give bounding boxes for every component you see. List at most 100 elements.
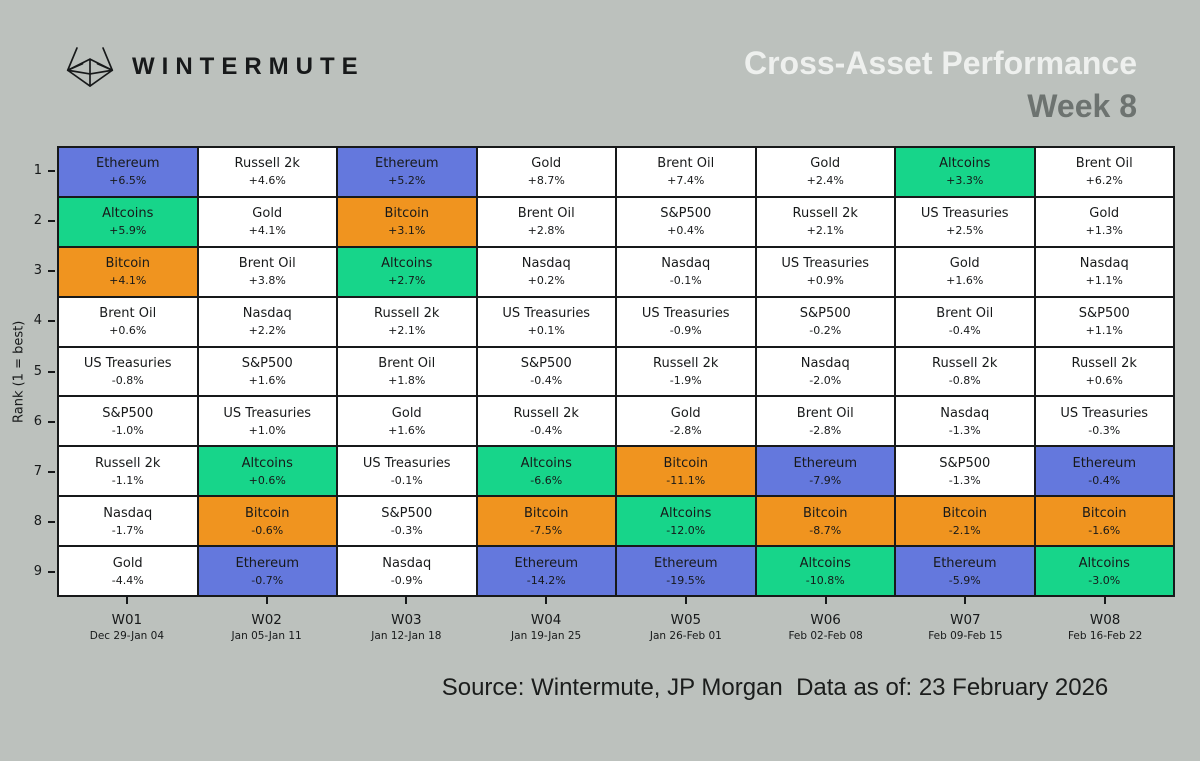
wintermute-fox-icon (64, 46, 116, 88)
asset-return: +1.6% (388, 423, 426, 437)
week-date-range: Jan 05-Jan 11 (231, 630, 302, 642)
grid-cell-rank4-w02: Nasdaq +2.2% (198, 297, 336, 346)
asset-return: +0.2% (527, 274, 565, 288)
asset-return: -7.5% (530, 523, 563, 537)
asset-name: Altcoins (799, 555, 851, 571)
week-number: W05 (670, 612, 702, 628)
grid-cell-rank3-w02: Brent Oil +3.8% (198, 247, 336, 296)
week-tick (125, 597, 128, 604)
grid-cell-rank2-w04: Brent Oil +2.8% (477, 197, 615, 246)
asset-return: +0.4% (667, 224, 705, 238)
grid-cell-rank5-w01: US Treasuries -0.8% (59, 347, 197, 396)
asset-return: +2.1% (806, 224, 844, 238)
grid-cell-rank5-w08: Russell 2k +0.6% (1035, 347, 1173, 396)
asset-return: -0.4% (948, 324, 981, 338)
asset-return: +0.6% (1085, 373, 1123, 387)
asset-return: -0.1% (390, 473, 423, 487)
asset-name: Russell 2k (792, 206, 858, 222)
asset-name: Altcoins (1078, 555, 1130, 571)
grid-cell-rank2-w06: Russell 2k +2.1% (756, 197, 894, 246)
asset-return: -0.8% (948, 373, 981, 387)
week-tick (1104, 597, 1107, 604)
grid-cell-rank4-w07: Brent Oil -0.4% (896, 297, 1034, 346)
week-label: W02 Jan 05-Jan 11 (197, 612, 337, 644)
asset-return: -2.0% (809, 373, 842, 387)
asset-name: Brent Oil (796, 405, 854, 421)
grid-cell-rank8-w06: Bitcoin -8.7% (756, 497, 894, 546)
title-block: Cross-Asset Performance Week 8 (744, 42, 1137, 128)
week-number: W07 (950, 612, 981, 628)
grid-cell-rank2-w01: Altcoins +5.9% (59, 197, 197, 246)
wintermute-logo-text: WINTERMUTE (132, 53, 365, 80)
grid-cell-rank7-w01: Russell 2k -1.1% (59, 447, 197, 496)
week-date-range: Dec 29-Jan 04 (89, 630, 165, 642)
grid-cell-rank5-w07: Russell 2k -0.8% (896, 347, 1034, 396)
asset-name: Russell 2k (1071, 355, 1137, 371)
asset-name: Gold (112, 555, 143, 571)
asset-return: -19.5% (666, 573, 706, 587)
grid-cell-rank3-w08: Nasdaq +1.1% (1035, 247, 1173, 296)
asset-return: +1.8% (388, 373, 426, 387)
week-date-range: Feb 02-Feb 08 (788, 630, 863, 642)
asset-return: +0.9% (806, 274, 844, 288)
asset-return: +1.1% (1085, 324, 1123, 338)
grid-cell-rank9-w04: Ethereum -14.2% (477, 547, 615, 595)
asset-return: +3.1% (388, 224, 426, 238)
asset-name: Brent Oil (238, 256, 296, 272)
asset-name: Nasdaq (521, 256, 571, 272)
asset-return: +4.6% (248, 174, 286, 188)
asset-return: +2.8% (527, 224, 565, 238)
week-label: W07 Feb 09-Feb 15 (895, 612, 1035, 644)
asset-name: S&P500 (381, 505, 433, 521)
grid-cell-rank8-w05: Altcoins -12.0% (617, 497, 755, 546)
asset-return: +2.1% (388, 324, 426, 338)
asset-name: Brent Oil (1075, 156, 1133, 172)
grid-cell-rank3-w06: US Treasuries +0.9% (756, 247, 894, 296)
grid-cell-rank1-w03: Ethereum +5.2% (338, 148, 476, 196)
source-note: Source: Wintermute, JP Morgan Data as of… (441, 674, 1109, 701)
asset-name: Altcoins (939, 156, 991, 172)
asset-name: Gold (531, 156, 562, 172)
grid-cell-rank4-w05: US Treasuries -0.9% (617, 297, 755, 346)
asset-return: -12.0% (666, 523, 706, 537)
grid-cell-rank7-w05: Bitcoin -11.1% (617, 447, 755, 496)
asset-name: Altcoins (381, 256, 433, 272)
asset-name: Nasdaq (242, 306, 292, 322)
asset-name: Bitcoin (942, 505, 988, 521)
asset-name: Ethereum (653, 555, 718, 571)
week-number: W06 (810, 612, 841, 628)
asset-name: US Treasuries (362, 455, 451, 471)
asset-name: Russell 2k (653, 355, 719, 371)
asset-return: +2.5% (946, 224, 984, 238)
grid-cell-rank3-w07: Gold +1.6% (896, 247, 1034, 296)
asset-return: -8.7% (809, 523, 842, 537)
asset-return: -11.1% (666, 473, 706, 487)
week-number: W03 (391, 612, 422, 628)
rank-tick (48, 220, 55, 223)
grid-cell-rank2-w05: S&P500 +0.4% (617, 197, 755, 246)
grid-cell-rank6-w02: US Treasuries +1.0% (198, 397, 336, 446)
asset-name: Gold (1089, 206, 1120, 222)
grid-cell-rank4-w06: S&P500 -0.2% (756, 297, 894, 346)
page-subtitle: Week 8 (1027, 88, 1137, 125)
asset-return: +1.6% (946, 274, 984, 288)
asset-return: -0.4% (1088, 473, 1121, 487)
asset-name: Ethereum (374, 156, 439, 172)
asset-return: +2.4% (806, 174, 844, 188)
asset-return: -7.9% (809, 473, 842, 487)
grid-cell-rank2-w08: Gold +1.3% (1035, 197, 1173, 246)
asset-return: -1.1% (111, 473, 144, 487)
grid-cell-rank1-w02: Russell 2k +4.6% (198, 148, 336, 196)
grid-cell-rank8-w08: Bitcoin -1.6% (1035, 497, 1173, 546)
asset-return: -1.6% (1088, 523, 1121, 537)
grid-cell-rank6-w06: Brent Oil -2.8% (756, 397, 894, 446)
asset-name: S&P500 (102, 405, 154, 421)
asset-name: S&P500 (241, 355, 293, 371)
grid-cell-rank6-w03: Gold +1.6% (338, 397, 476, 446)
rank-tick (48, 520, 55, 523)
grid-cell-rank6-w08: US Treasuries -0.3% (1035, 397, 1173, 446)
asset-return: -0.2% (809, 324, 842, 338)
asset-name: Brent Oil (99, 306, 157, 322)
asset-name: Ethereum (1072, 455, 1136, 471)
asset-return: +4.1% (109, 274, 147, 288)
